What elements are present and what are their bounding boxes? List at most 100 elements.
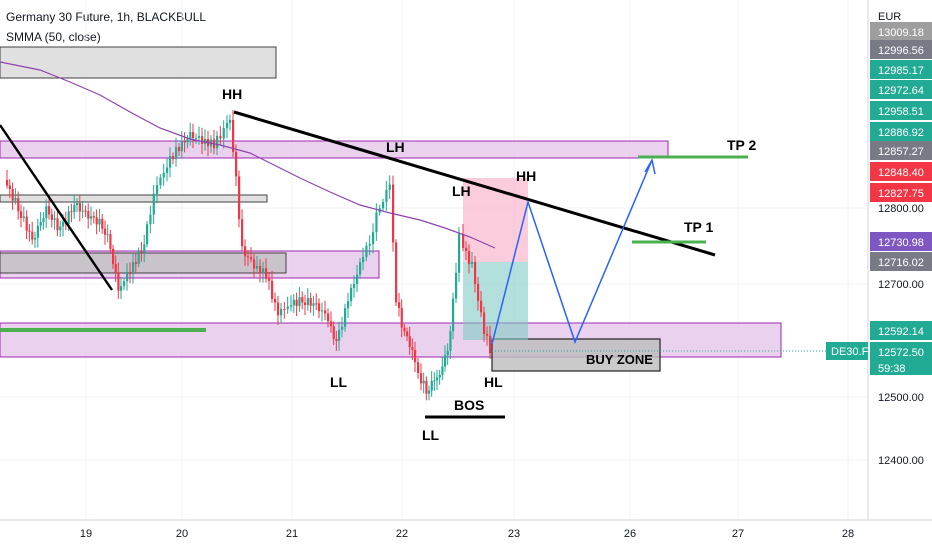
price-badge: 12958.51 xyxy=(878,106,924,118)
candle-body xyxy=(39,221,42,226)
x-tick-20: 20 xyxy=(176,528,188,540)
candle-body xyxy=(474,261,477,284)
symbol-badge[interactable] xyxy=(826,342,868,360)
candle-body xyxy=(178,146,181,152)
candle-body xyxy=(195,137,198,139)
candle-body xyxy=(42,218,45,222)
price-badge-bg xyxy=(870,162,932,181)
candle-body xyxy=(59,226,62,231)
countdown-label: 59:38 xyxy=(878,363,906,375)
candle-body xyxy=(140,250,143,253)
buy-zone-box[interactable] xyxy=(491,338,661,372)
candle-body xyxy=(430,380,433,391)
candle-body xyxy=(226,122,229,129)
candle-body xyxy=(417,362,420,374)
price-badge-bg xyxy=(870,321,932,340)
candle-body xyxy=(180,140,183,152)
indicator-label: SMMA (50, close) xyxy=(6,30,101,44)
gray-zone-top[interactable] xyxy=(0,46,277,79)
candle-body xyxy=(286,306,289,310)
candle-body xyxy=(162,172,165,178)
reward-area[interactable] xyxy=(463,262,528,340)
label-lh-1: LH xyxy=(386,139,405,155)
label-ll-2: LL xyxy=(422,427,440,443)
candle-body xyxy=(229,119,232,123)
candles xyxy=(6,110,492,401)
candle-body xyxy=(489,335,492,354)
candle-body xyxy=(149,214,152,225)
candle-body xyxy=(126,271,129,282)
candle-body xyxy=(455,272,458,299)
candle-body xyxy=(98,218,101,225)
candle-body xyxy=(411,347,414,351)
candle-body xyxy=(356,274,359,284)
vertical-grid xyxy=(85,0,849,520)
x-tick-26: 26 xyxy=(624,528,636,540)
candle-body xyxy=(436,377,439,381)
chart-title: Germany 30 Future, 1h, BLACKBULL xyxy=(6,10,207,24)
candle-body xyxy=(106,234,109,236)
candle-body xyxy=(277,302,280,316)
candle-body xyxy=(304,302,307,306)
descending-trendline[interactable] xyxy=(233,110,716,257)
candle-body xyxy=(232,119,235,152)
trendline-left[interactable] xyxy=(0,124,113,291)
candle-body xyxy=(465,247,468,251)
candle-body xyxy=(73,205,76,213)
price-badge: 12886.92 xyxy=(878,127,924,139)
y-tick-12700: 12700.00 xyxy=(878,279,924,291)
price-badge-bg xyxy=(870,40,932,59)
smma-line xyxy=(0,61,496,249)
price-badge: 13009.18 xyxy=(878,27,924,39)
label-tp1: TP 1 xyxy=(684,219,714,235)
candle-body xyxy=(62,221,65,227)
projected-path[interactable] xyxy=(491,159,653,345)
resistance-zone[interactable] xyxy=(0,140,669,159)
label-buy-zone: BUY ZONE xyxy=(586,352,653,367)
candle-body xyxy=(247,256,250,258)
candle-body xyxy=(341,326,344,330)
candle-body xyxy=(192,132,195,139)
candle-body xyxy=(6,180,9,186)
candle-body xyxy=(17,198,20,212)
candle-body xyxy=(104,228,107,235)
candle-body xyxy=(25,216,28,231)
label-lh-2: LH xyxy=(452,183,471,199)
mid-zone-gray[interactable] xyxy=(0,252,287,274)
candle-body xyxy=(428,390,431,394)
candle-body xyxy=(67,211,70,225)
candle-body xyxy=(169,156,172,168)
candle-body xyxy=(50,214,53,220)
price-badges: 13009.18 12996.56 12985.17 12972.64 12958.51… xyxy=(870,22,932,361)
candle-body xyxy=(382,201,385,209)
candle-body xyxy=(11,188,14,201)
symbol-label: DE30.F xyxy=(831,346,869,358)
candle-body xyxy=(298,297,301,307)
candle-body xyxy=(123,281,126,287)
candle-body xyxy=(137,250,140,265)
time-axis[interactable]: 19 20 21 22 23 26 27 28 xyxy=(80,528,854,540)
label-hh-2: HH xyxy=(516,168,536,184)
gray-zone-mid[interactable] xyxy=(0,194,268,203)
candle-body xyxy=(290,305,293,307)
y-tick-12500: 12500.00 xyxy=(878,392,924,404)
candle-body xyxy=(146,224,149,245)
candle-body xyxy=(84,210,87,212)
price-badge: 12827.75 xyxy=(878,188,924,200)
candle-body xyxy=(353,283,356,288)
price-badge: 12730.98 xyxy=(878,237,924,249)
candle-body xyxy=(406,331,409,337)
candle-body xyxy=(441,366,444,375)
candle-body xyxy=(143,244,146,253)
y-tick-12800: 12800.00 xyxy=(878,203,924,215)
candle-body xyxy=(438,374,441,378)
candle-body xyxy=(262,268,265,274)
risk-area[interactable] xyxy=(463,178,528,262)
candle-body xyxy=(175,146,178,160)
candle-body xyxy=(330,321,333,327)
candle-body xyxy=(238,176,241,220)
candle-body xyxy=(34,237,37,240)
candle-body xyxy=(338,329,341,341)
price-badge-bg xyxy=(870,22,932,41)
